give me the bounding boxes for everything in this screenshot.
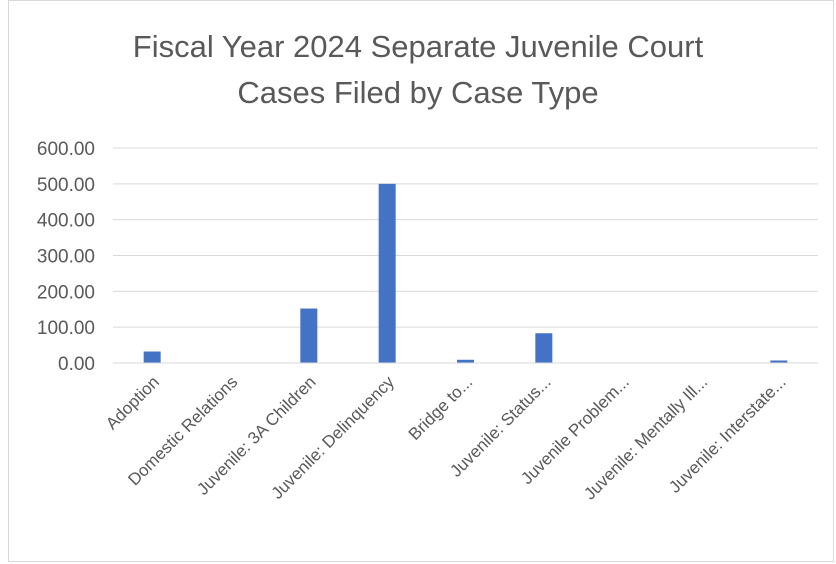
- chart-frame: [8, 0, 834, 562]
- y-axis-tick-labels: 0.00 100.00 200.00 300.00 400.00 500.00 600.00: [37, 139, 95, 375]
- bar: [457, 359, 474, 363]
- y-tick-label: 200.00: [37, 282, 95, 303]
- y-tick-label: 400.00: [37, 211, 95, 232]
- chart-title-line-1: Fiscal Year 2024 Separate Juvenile Court: [132, 29, 704, 64]
- bar: [535, 333, 553, 363]
- gridlines: [113, 147, 818, 328]
- x-category-label: Bridge to...: [405, 372, 477, 444]
- y-tick-label: 300.00: [37, 247, 95, 268]
- y-tick-label: 100.00: [37, 318, 95, 339]
- bar: [300, 308, 318, 363]
- y-tick-label: 0.00: [58, 354, 95, 375]
- bar: [770, 360, 788, 363]
- chart-title-line-2: Cases Filed by Case Type: [237, 75, 599, 110]
- bars: [143, 183, 788, 363]
- bar: [143, 351, 161, 363]
- y-tick-label: 600.00: [37, 139, 95, 160]
- chart-title: Fiscal Year 2024 Separate Juvenile Court…: [0, 24, 836, 116]
- x-category-label: Adoption: [102, 372, 163, 433]
- bar: [378, 183, 396, 363]
- y-tick-label: 500.00: [37, 175, 95, 196]
